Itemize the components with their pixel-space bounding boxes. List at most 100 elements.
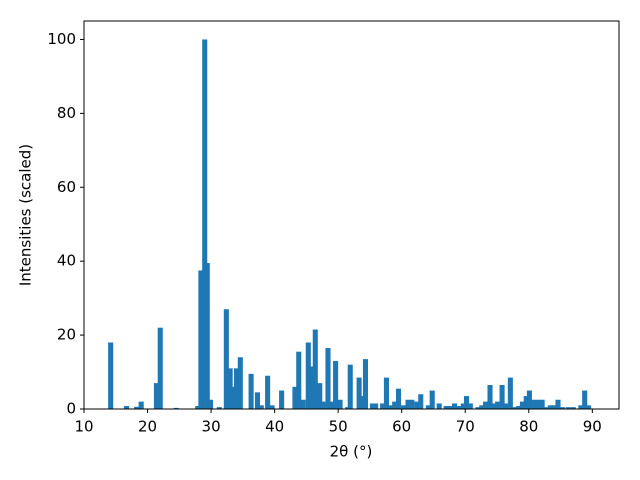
bar [414, 401, 420, 409]
bar [539, 399, 545, 409]
bar [108, 342, 114, 409]
y-tick-label: 0 [66, 400, 76, 418]
axes-frame [83, 20, 620, 410]
bar [547, 405, 553, 409]
bar [300, 399, 306, 409]
x-tick-label: 80 [519, 418, 538, 436]
bar [153, 383, 159, 409]
bar [347, 364, 353, 409]
bar [269, 405, 275, 409]
bar [531, 399, 537, 409]
bar [308, 366, 315, 409]
bar [328, 401, 334, 409]
bar [227, 368, 233, 409]
bar [265, 375, 271, 409]
bar [443, 406, 449, 409]
bar [456, 406, 463, 409]
x-tick-label: 10 [74, 418, 93, 436]
bar [312, 329, 318, 409]
bar [317, 383, 323, 409]
bar [479, 405, 485, 409]
bar [425, 405, 431, 409]
bar [511, 407, 517, 409]
x-tick-label: 60 [392, 418, 411, 436]
y-tick-label: 100 [47, 30, 76, 48]
bar [559, 407, 565, 409]
bar [124, 406, 130, 409]
bar [380, 403, 386, 409]
bars [108, 39, 592, 409]
bar [487, 384, 493, 409]
bar [535, 399, 541, 409]
bar [429, 390, 435, 409]
bar [418, 394, 424, 409]
bar [248, 373, 254, 409]
bar [207, 399, 213, 409]
bar [388, 405, 395, 409]
bar [409, 399, 415, 409]
bar [460, 403, 466, 409]
bar [356, 377, 362, 409]
bar [395, 388, 402, 409]
bar [202, 39, 208, 409]
bar [204, 263, 210, 409]
bar [198, 270, 204, 409]
bar [157, 327, 163, 409]
y-tick-label: 40 [57, 252, 76, 270]
bar [526, 390, 532, 409]
bar [447, 406, 453, 409]
y-tick-label: 80 [57, 104, 76, 122]
bar [337, 399, 343, 409]
bar [436, 403, 442, 409]
bar [507, 377, 513, 409]
bar [401, 405, 407, 409]
y-axis-label: Intensities (scaled) [17, 144, 35, 286]
bar [305, 342, 311, 409]
bar [359, 396, 365, 409]
bar [495, 401, 501, 409]
bar [383, 377, 389, 409]
bar [230, 386, 236, 409]
bar [173, 407, 179, 409]
x-tick-label: 30 [202, 418, 221, 436]
bar [392, 401, 398, 409]
bar [369, 403, 376, 409]
bar [555, 399, 561, 409]
y-tick-label: 20 [57, 326, 76, 344]
bar [362, 359, 369, 409]
bar [467, 403, 473, 409]
x-tick-label: 50 [329, 418, 348, 436]
bar [451, 403, 457, 409]
bar [216, 407, 222, 409]
bar [516, 406, 522, 409]
bar [551, 405, 557, 409]
y-tick-label: 60 [57, 178, 76, 196]
bar [578, 405, 584, 409]
x-tick-label: 40 [265, 418, 284, 436]
bar [570, 407, 576, 409]
x-tick-label: 20 [138, 418, 157, 436]
bar [405, 399, 411, 409]
bar [523, 396, 529, 409]
bar [543, 407, 549, 409]
bar [223, 309, 229, 409]
bar [320, 401, 326, 409]
bar [585, 405, 592, 409]
bar [254, 392, 261, 409]
bar [292, 386, 298, 409]
x-tick-label: 90 [583, 418, 602, 436]
bar [195, 406, 201, 409]
bar [483, 401, 489, 409]
bar [582, 390, 588, 409]
bar [503, 403, 510, 409]
bar [233, 368, 240, 409]
bar [258, 405, 264, 409]
bar [475, 407, 481, 409]
bar [463, 396, 470, 409]
bar [279, 390, 285, 409]
bar [138, 401, 144, 409]
bar [333, 360, 339, 409]
bar [237, 357, 243, 409]
